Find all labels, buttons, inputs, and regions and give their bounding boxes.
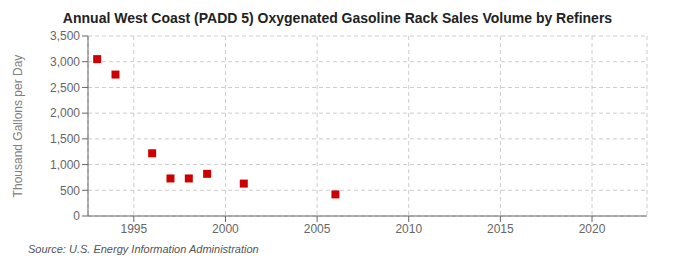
svg-text:2000: 2000 xyxy=(212,222,239,236)
svg-text:3,000: 3,000 xyxy=(50,55,80,69)
svg-text:1,500: 1,500 xyxy=(50,132,80,146)
svg-text:1995: 1995 xyxy=(120,222,147,236)
svg-text:0: 0 xyxy=(73,209,80,223)
svg-text:500: 500 xyxy=(60,184,80,198)
html-text:Source: U.S. Energy Informatio: Source: U.S. Energy Information Administ… xyxy=(28,243,259,255)
svg-text:1,000: 1,000 xyxy=(50,158,80,172)
svg-text:2,000: 2,000 xyxy=(50,106,80,120)
svg-text:Thousand Gallons per Day: Thousand Gallons per Day xyxy=(11,55,25,198)
html-text:Annual West Coast (PADD 5) Oxy: Annual West Coast (PADD 5) Oxygenated Ga… xyxy=(62,10,613,26)
svg-text:2,500: 2,500 xyxy=(50,81,80,95)
svg-text:2020: 2020 xyxy=(579,222,606,236)
svg-text:2015: 2015 xyxy=(487,222,514,236)
svg-text:2010: 2010 xyxy=(395,222,422,236)
svg-text:3,500: 3,500 xyxy=(50,29,80,43)
svg-text:2005: 2005 xyxy=(304,222,331,236)
